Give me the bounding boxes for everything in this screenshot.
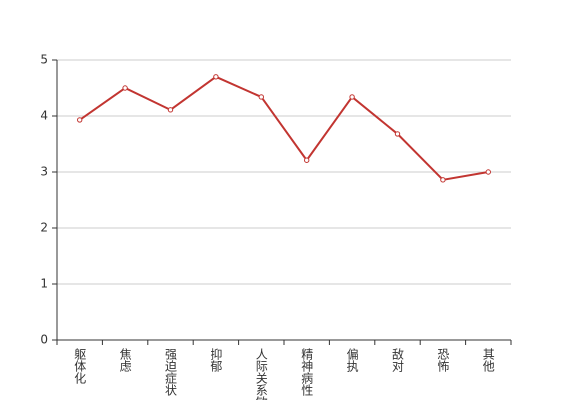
point — [258, 94, 264, 100]
y-tick-label: 1 — [40, 277, 48, 291]
x-tick-label: 强迫症状 — [164, 348, 178, 396]
point — [304, 157, 310, 163]
y-tick-label: 5 — [40, 53, 48, 67]
line — [79, 75, 489, 181]
x-tick-label: 人际关系敏感 — [254, 348, 268, 400]
x-tick-label: 抑郁 — [209, 347, 223, 373]
x-tick-label: 恐怖 — [436, 348, 450, 372]
point — [77, 117, 83, 123]
x-tick-label: 躯体化 — [73, 347, 87, 385]
point — [349, 94, 355, 100]
y-tick-label: 4 — [40, 109, 48, 123]
x-tick-label: 敌对 — [391, 347, 405, 372]
y-tick-label: 3 — [40, 165, 48, 179]
point — [167, 107, 174, 113]
point — [122, 85, 128, 91]
point — [440, 177, 446, 183]
y-tick-label: 2 — [40, 221, 48, 235]
x-tick-label: 偏执 — [345, 347, 359, 373]
x-tick-label: 其他 — [481, 348, 495, 372]
y-tick-label: 0 — [40, 333, 48, 347]
point — [213, 74, 219, 80]
x-tick-label: 精神病性 — [300, 348, 314, 397]
x-tick-label: 焦虑 — [118, 348, 132, 372]
point — [485, 169, 491, 175]
point — [394, 131, 401, 137]
